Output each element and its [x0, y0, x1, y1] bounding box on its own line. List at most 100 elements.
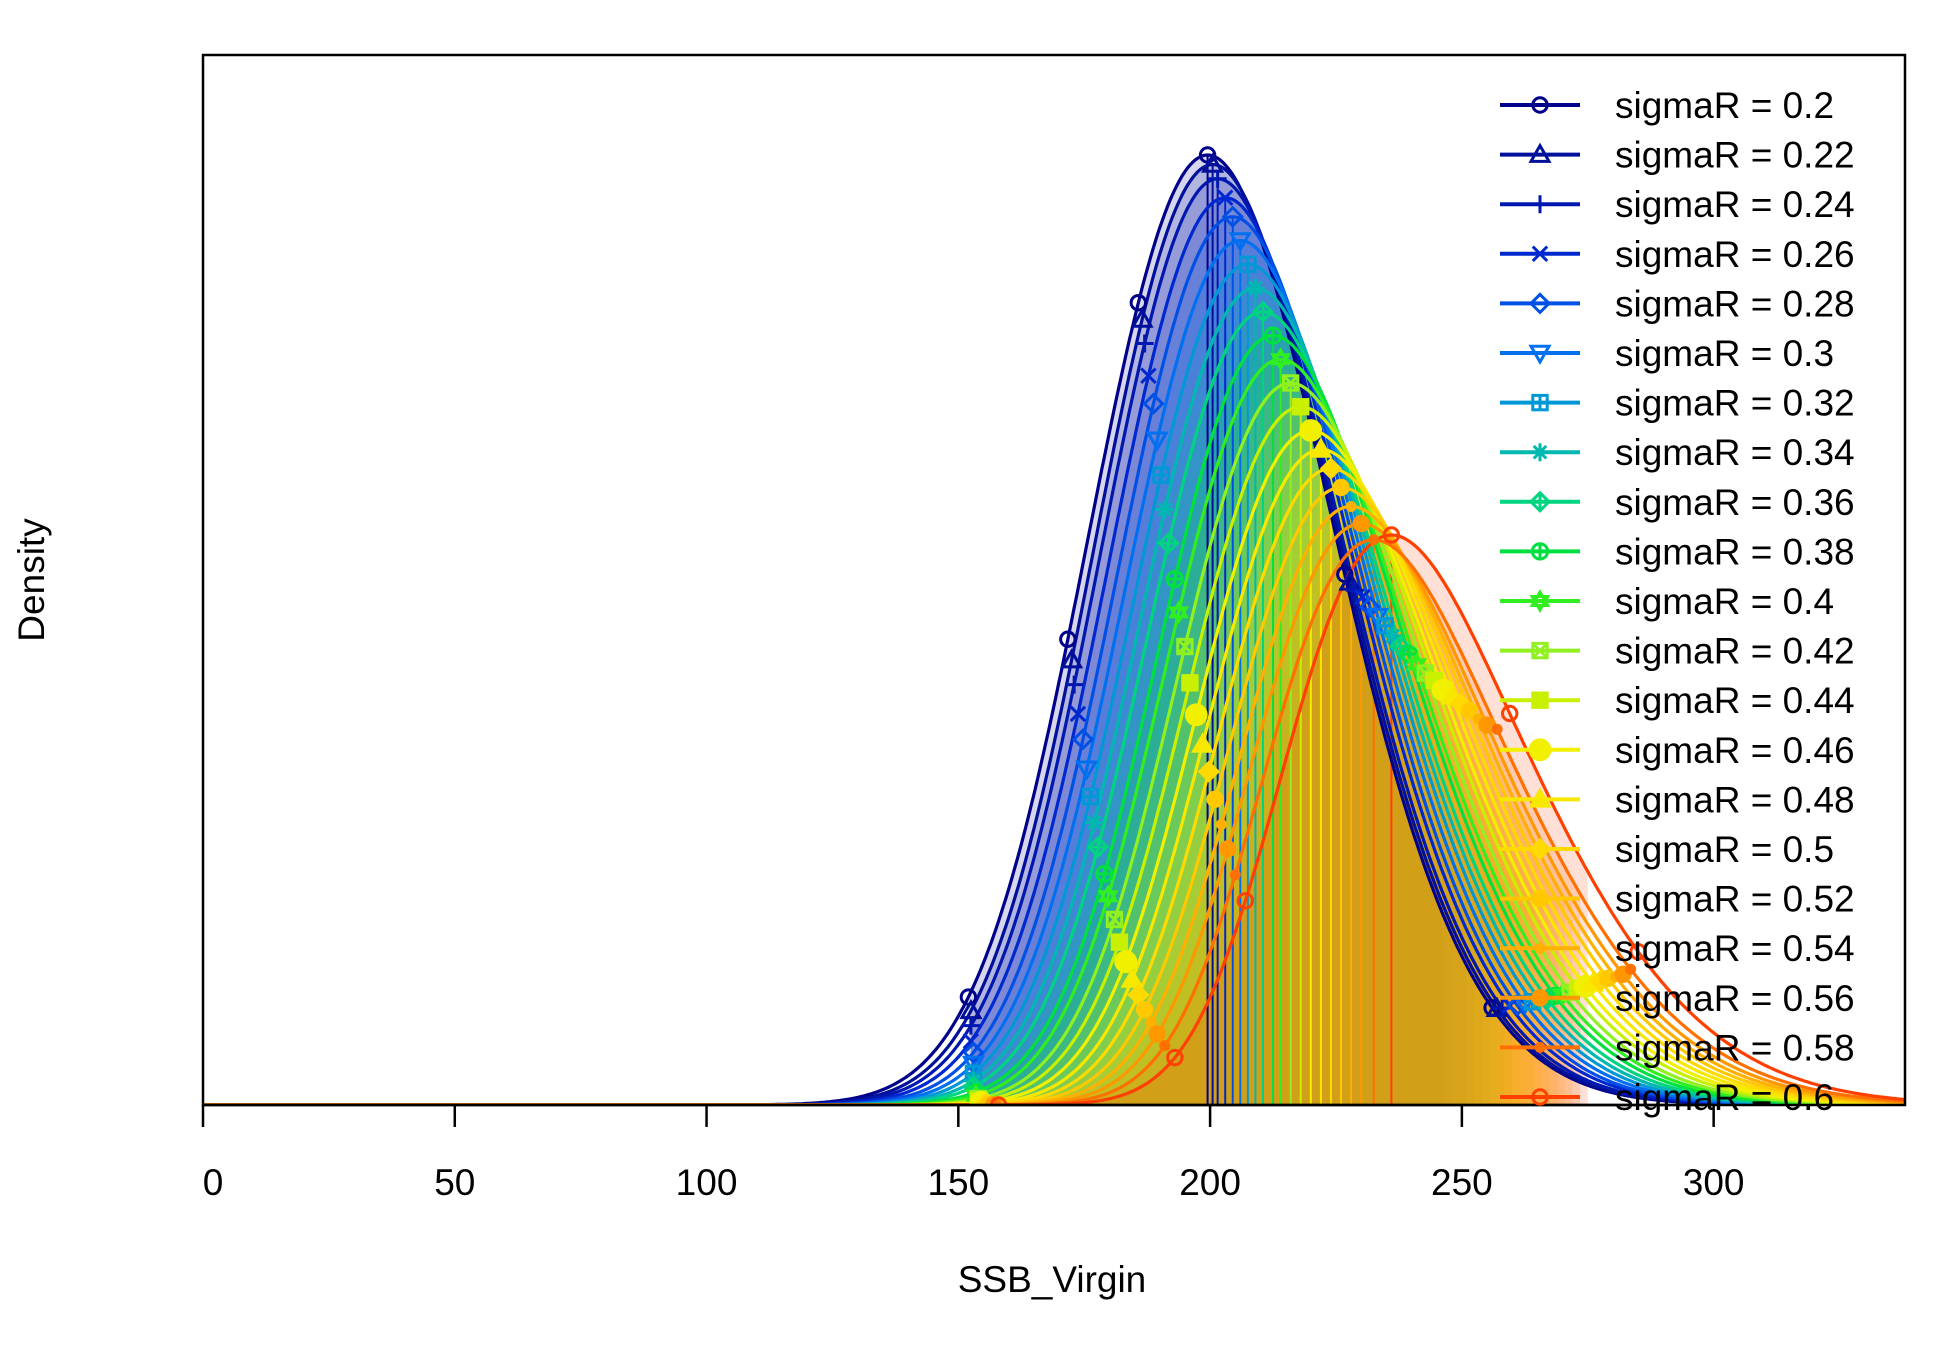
legend-marker	[1534, 1041, 1546, 1053]
legend-marker	[1528, 738, 1552, 762]
legend-item: sigmaR = 0.34	[1500, 432, 1855, 473]
density-curve	[203, 428, 1905, 1105]
curve-marker	[1383, 626, 1402, 645]
density-curve	[203, 177, 1905, 1105]
curve-marker	[1145, 431, 1169, 452]
curve-marker	[1345, 501, 1357, 512]
legend-item: sigmaR = 0.32	[1500, 383, 1855, 424]
curve-marker	[1352, 514, 1370, 533]
curve-marker	[961, 1016, 980, 1035]
density-curve	[203, 262, 1905, 1105]
curve-marker	[1501, 704, 1519, 723]
density-curve	[203, 447, 1905, 1105]
curve-marker	[1110, 933, 1129, 951]
curve-marker	[1629, 942, 1647, 961]
legend-label: sigmaR = 0.54	[1615, 928, 1855, 969]
curve-marker	[1491, 723, 1503, 735]
density-markers	[959, 146, 1647, 1105]
curve-marker	[1120, 967, 1144, 988]
curve-marker	[1281, 374, 1300, 392]
density-curve	[203, 286, 1905, 1105]
legend-marker	[1531, 641, 1549, 660]
curve-marker	[1069, 705, 1087, 723]
curve-marker	[1292, 398, 1310, 416]
legend-label: sigmaR = 0.28	[1615, 283, 1855, 324]
legend-label: sigmaR = 0.3	[1615, 333, 1834, 374]
density-fill	[973, 216, 1467, 1105]
curve-marker	[1229, 869, 1241, 881]
density-fill	[970, 164, 1447, 1105]
curve-marker	[1228, 232, 1252, 253]
curve-marker	[1135, 334, 1154, 353]
curve-marker	[1206, 790, 1224, 808]
curve-marker	[1181, 674, 1199, 692]
curve-marker	[1197, 760, 1220, 783]
legend-item: sigmaR = 0.54	[1500, 928, 1855, 969]
legend-label: sigmaR = 0.56	[1615, 978, 1855, 1019]
legend-item: sigmaR = 0.6	[1500, 1077, 1834, 1118]
curve-marker	[1270, 347, 1292, 372]
curve-marker	[1059, 630, 1077, 648]
legend-label: sigmaR = 0.5	[1615, 829, 1834, 870]
density-fill	[968, 155, 1442, 1105]
curve-marker	[1236, 892, 1255, 910]
density-curve	[203, 162, 1905, 1105]
legend-label: sigmaR = 0.42	[1615, 631, 1855, 672]
legend-label: sigmaR = 0.24	[1615, 184, 1855, 225]
curve-marker	[1071, 728, 1095, 751]
legend-marker	[1531, 443, 1549, 462]
x-axis-title: SSB_Virgin	[958, 1259, 1147, 1300]
x-tick-label: 100	[676, 1162, 738, 1203]
legend-item: sigmaR = 0.38	[1500, 531, 1855, 572]
legend-marker	[1531, 245, 1549, 263]
legend-item: sigmaR = 0.52	[1500, 879, 1855, 920]
curve-marker	[1176, 637, 1194, 656]
curve-marker	[1148, 1025, 1166, 1043]
legend-marker	[1534, 942, 1546, 954]
curve-marker	[1190, 732, 1215, 753]
curve-marker	[1219, 840, 1237, 858]
legend-item: sigmaR = 0.28	[1500, 283, 1855, 324]
legend-marker	[1531, 1088, 1549, 1106]
curve-marker	[1065, 675, 1084, 694]
legend-label: sigmaR = 0.46	[1615, 730, 1855, 771]
x-axis: 0 50 100 150 200 250 300	[201, 1103, 1745, 1203]
density-curve	[203, 357, 1905, 1105]
legend-item: sigmaR = 0.2	[1500, 85, 1834, 126]
legend-label: sigmaR = 0.44	[1615, 680, 1855, 721]
legend-marker	[1531, 96, 1549, 114]
legend-item: sigmaR = 0.22	[1500, 135, 1855, 176]
legend-marker	[1531, 691, 1549, 709]
legend-label: sigmaR = 0.36	[1615, 482, 1855, 523]
legend-marker	[1531, 195, 1549, 214]
legend-item: sigmaR = 0.42	[1500, 631, 1855, 672]
legend-item: sigmaR = 0.24	[1500, 184, 1855, 225]
curve-marker	[1319, 457, 1343, 480]
legend-item: sigmaR = 0.56	[1500, 978, 1855, 1019]
density-curve	[203, 215, 1905, 1105]
curve-marker	[962, 1041, 985, 1064]
legend-item: sigmaR = 0.5	[1500, 829, 1834, 870]
legend-marker	[1531, 989, 1549, 1007]
legend: sigmaR = 0.2 sigmaR = 0.22 sigmaR = 0.24 si…	[1500, 85, 1855, 1118]
density-curve	[203, 504, 1905, 1105]
curve-marker	[1246, 279, 1265, 297]
legend-label: sigmaR = 0.6	[1615, 1077, 1834, 1118]
curve-marker	[1155, 500, 1174, 519]
curve-marker	[1166, 1048, 1184, 1067]
curve-marker	[1309, 437, 1333, 458]
curve-marker	[1332, 478, 1350, 497]
legend-marker	[1529, 589, 1551, 613]
density-curve	[203, 381, 1905, 1105]
curve-marker	[1201, 152, 1225, 173]
curve-marker	[1221, 205, 1244, 228]
curve-marker	[1625, 963, 1637, 975]
density-curve	[203, 485, 1905, 1105]
x-tick-label: 0	[203, 1162, 224, 1203]
curve-marker	[1060, 648, 1084, 669]
legend-label: sigmaR = 0.32	[1615, 383, 1855, 424]
curve-marker	[1145, 1016, 1157, 1028]
curve-marker	[1114, 950, 1138, 974]
density-curve	[203, 405, 1905, 1105]
